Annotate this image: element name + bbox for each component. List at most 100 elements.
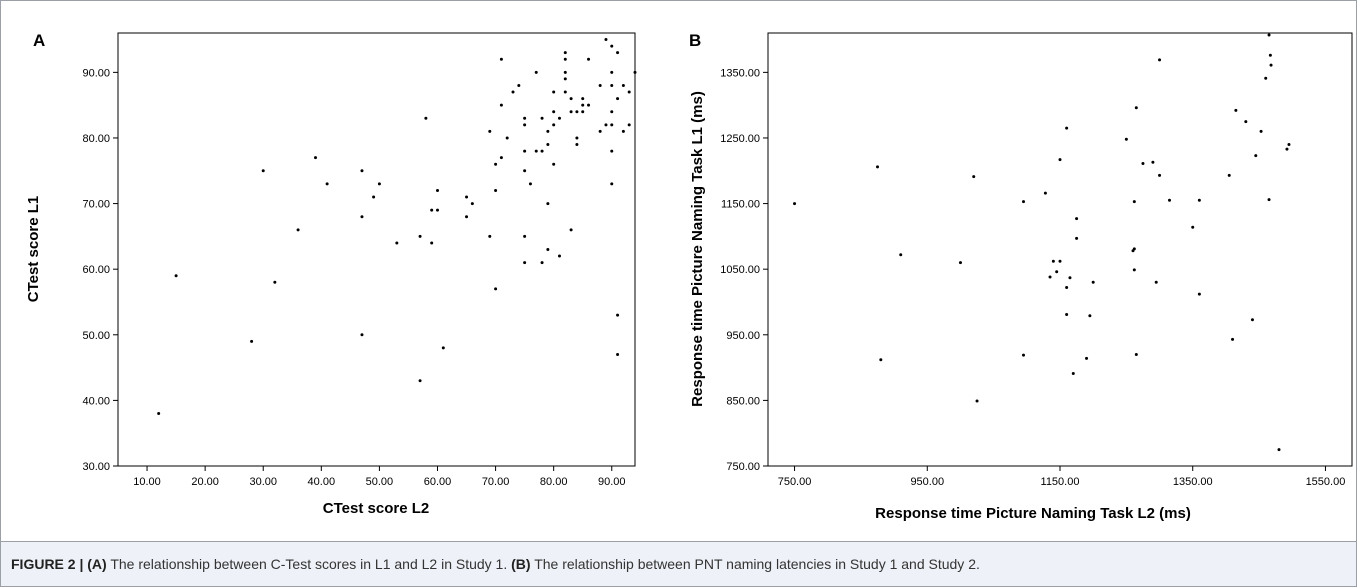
data-point	[876, 165, 879, 169]
x-tick-label: 70.00	[482, 476, 510, 488]
data-point	[325, 182, 329, 186]
data-point	[575, 110, 579, 114]
data-point	[505, 136, 509, 140]
x-tick-label: 80.00	[540, 476, 568, 488]
data-point	[546, 143, 550, 147]
data-point	[610, 70, 614, 74]
data-point	[430, 241, 434, 245]
data-point	[1058, 158, 1062, 162]
data-point	[581, 97, 585, 101]
data-point	[499, 156, 503, 160]
data-point	[360, 215, 364, 219]
panel-a-points	[157, 38, 637, 416]
panel-a-plot-area	[117, 32, 636, 467]
data-point	[1277, 448, 1281, 452]
data-point	[1154, 280, 1158, 284]
panel-b-x-axis-label: Response time Picture Naming Task L2 (ms…	[875, 505, 1191, 522]
x-tick-label: 30.00	[249, 476, 277, 488]
data-point	[1168, 198, 1171, 202]
data-point	[899, 253, 903, 257]
data-point	[610, 44, 614, 48]
y-tick-label: 90.00	[82, 67, 110, 79]
data-point	[587, 103, 591, 107]
figure-svg: A 30.00 40.00 50.00 60.00 70.00 80.00 90.00 10…	[25, 31, 1353, 522]
panel-a-y-ticks: 30.00 40.00 50.00 60.00 70.00 80.00 90.00	[82, 67, 118, 473]
y-tick-label: 50.00	[82, 330, 110, 342]
data-point	[1075, 236, 1079, 240]
caption-part-a-label: (A)	[87, 556, 107, 572]
data-point	[1065, 312, 1069, 316]
data-point	[377, 182, 381, 186]
data-point	[621, 83, 625, 87]
data-point	[534, 70, 538, 74]
data-point	[1259, 129, 1263, 133]
x-tick-label: 10.00	[133, 476, 161, 488]
data-point	[1234, 108, 1238, 112]
data-point	[534, 149, 538, 153]
data-point	[563, 57, 567, 61]
caption-figure-label: FIGURE 2 |	[11, 556, 88, 572]
data-point	[1287, 143, 1291, 147]
data-point	[552, 90, 556, 94]
data-point	[1051, 259, 1055, 263]
data-point	[575, 136, 579, 140]
data-point	[575, 143, 579, 147]
data-point	[465, 195, 469, 199]
data-point	[360, 333, 364, 337]
data-point	[587, 57, 591, 61]
data-point	[1269, 63, 1273, 67]
y-tick-label: 1150.00	[721, 199, 760, 211]
data-point	[1055, 270, 1059, 274]
panel-b-plot-area	[767, 32, 1353, 467]
panel-b-points	[793, 33, 1291, 452]
data-point	[546, 129, 550, 133]
y-tick-label: 40.00	[82, 395, 110, 407]
data-point	[441, 346, 445, 350]
data-point	[581, 103, 585, 107]
data-point	[540, 116, 544, 120]
panel-b: B 750.00 850.00 950.00 1050.00 1150.00 1250.0…	[689, 31, 1353, 522]
data-point	[314, 156, 318, 160]
data-point	[1075, 217, 1079, 221]
data-point	[1088, 314, 1092, 318]
data-point	[1158, 58, 1162, 62]
y-tick-label: 70.00	[82, 199, 110, 211]
data-point	[581, 110, 585, 114]
data-point	[488, 129, 492, 133]
x-tick-label: 750.00	[778, 476, 812, 488]
data-point	[552, 123, 556, 127]
data-point	[563, 77, 567, 81]
x-tick-label: 50.00	[366, 476, 394, 488]
data-point	[1285, 147, 1289, 151]
data-point	[511, 90, 515, 94]
data-point	[546, 248, 550, 251]
data-point	[499, 57, 503, 61]
data-point	[621, 129, 625, 133]
x-tick-label: 950.00	[910, 476, 944, 488]
data-point	[793, 202, 797, 206]
x-tick-label: 1350.00	[1173, 476, 1213, 488]
data-point	[604, 123, 608, 127]
x-tick-label: 20.00	[191, 476, 219, 488]
data-point	[552, 162, 556, 166]
data-point	[523, 149, 527, 153]
data-point	[552, 110, 556, 114]
data-point	[1197, 292, 1201, 296]
data-point	[1227, 173, 1231, 177]
data-point	[494, 162, 498, 166]
data-point	[1244, 120, 1248, 124]
data-point	[1268, 53, 1272, 57]
data-point	[1065, 286, 1069, 290]
data-point	[1132, 200, 1136, 204]
data-point	[1151, 160, 1155, 164]
data-point	[610, 182, 614, 186]
data-point	[1158, 173, 1162, 177]
data-point	[435, 208, 439, 212]
data-point	[1124, 137, 1128, 141]
data-point	[540, 149, 544, 153]
data-point	[569, 97, 573, 101]
data-point	[435, 188, 439, 192]
data-point	[1058, 259, 1062, 263]
data-point	[610, 110, 614, 114]
data-point	[273, 280, 277, 284]
